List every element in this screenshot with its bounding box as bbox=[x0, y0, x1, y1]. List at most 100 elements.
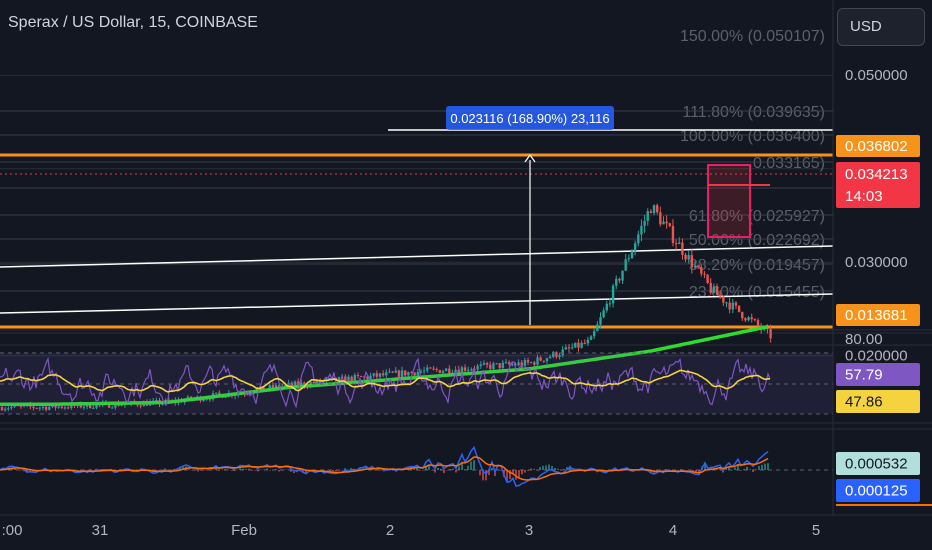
macd-histogram-bar bbox=[539, 467, 541, 470]
time-tick-label: Feb bbox=[231, 522, 257, 539]
candle-body bbox=[441, 371, 445, 374]
candle-body bbox=[586, 339, 590, 344]
macd-histogram-bar bbox=[230, 470, 232, 471]
macd-histogram-bar bbox=[455, 470, 457, 473]
macd-histogram-bar bbox=[440, 468, 442, 470]
currency-selector[interactable]: USD bbox=[837, 8, 925, 46]
macd-histogram-bar bbox=[686, 470, 688, 471]
candle-body bbox=[583, 342, 586, 344]
signal-line bbox=[0, 456, 769, 481]
macd-histogram-bar bbox=[446, 470, 448, 471]
macd-histogram-bar bbox=[335, 470, 337, 472]
macd-histogram-bar bbox=[755, 469, 757, 470]
macd-histogram-bar bbox=[500, 470, 502, 471]
macd-histogram-bar bbox=[563, 469, 565, 470]
candle-body bbox=[731, 302, 734, 310]
macd-histogram-bar bbox=[218, 470, 220, 471]
fib-level-label: 0.033165) bbox=[753, 155, 825, 172]
candle-body bbox=[498, 363, 501, 368]
macd-histogram-bar bbox=[677, 470, 679, 471]
time-tick-label: 31 bbox=[92, 522, 109, 539]
time-tick-label: 2 bbox=[386, 522, 394, 539]
candle-body bbox=[526, 360, 530, 363]
macd-histogram-bar bbox=[461, 461, 463, 470]
measure-label: 0.023116 (168.90%) 23,116 bbox=[450, 111, 609, 126]
macd-histogram-bar bbox=[161, 470, 163, 471]
candle-body bbox=[3, 408, 7, 411]
candle-body bbox=[438, 370, 442, 374]
macd-histogram-bar bbox=[521, 470, 523, 475]
candle-body bbox=[356, 375, 360, 377]
macd-histogram-bar bbox=[428, 464, 430, 470]
candle-body bbox=[284, 384, 287, 387]
candle-body bbox=[432, 368, 435, 370]
price-tick-label: 0.050000 bbox=[845, 67, 908, 84]
candle-body bbox=[312, 382, 316, 384]
macd-histogram-bar bbox=[422, 470, 424, 471]
rsi-panel bbox=[0, 352, 833, 415]
candle-body bbox=[681, 242, 684, 255]
candle-body bbox=[750, 317, 753, 320]
macd-histogram-bar bbox=[419, 470, 421, 471]
candle-body bbox=[35, 407, 38, 409]
candle-body bbox=[769, 329, 772, 339]
fib-level-label: 23.60% (0.015455) bbox=[689, 284, 825, 301]
macd-histogram-bar bbox=[497, 469, 499, 470]
macd-histogram-bar bbox=[326, 470, 328, 471]
macd-histogram-bar bbox=[758, 466, 760, 470]
macd-histogram-bar bbox=[434, 470, 436, 473]
macd-histogram-bar bbox=[260, 469, 262, 471]
macd-panel bbox=[0, 445, 833, 487]
macd-histogram-bar bbox=[380, 470, 382, 471]
macd-histogram-bar bbox=[341, 469, 343, 471]
candle-body bbox=[665, 221, 668, 224]
macd-histogram-bar bbox=[413, 468, 415, 470]
macd-histogram-bar bbox=[221, 469, 223, 470]
candle-body bbox=[202, 399, 205, 401]
macd-histogram-bar bbox=[410, 468, 412, 470]
macd-histogram-bar bbox=[254, 470, 256, 471]
macd-histogram-bar bbox=[662, 470, 664, 472]
candle-body bbox=[570, 347, 574, 349]
candle-body bbox=[615, 278, 618, 286]
macd-histogram-bar bbox=[269, 470, 271, 471]
candle-body bbox=[633, 243, 637, 252]
macd-histogram-bar bbox=[671, 470, 673, 471]
candle-body bbox=[737, 305, 741, 312]
candle-body bbox=[95, 404, 98, 408]
candle-body bbox=[426, 367, 429, 371]
fib-level-label: 61.80% (0.025927) bbox=[689, 208, 825, 225]
candle-body bbox=[523, 360, 527, 366]
macd-histogram-bar bbox=[665, 469, 667, 470]
candle-body bbox=[734, 302, 738, 306]
candle-body bbox=[54, 404, 57, 408]
candle-body bbox=[545, 358, 549, 362]
macd-histogram-bar bbox=[188, 468, 190, 470]
candle-body bbox=[640, 225, 643, 235]
macd-histogram-bar bbox=[236, 469, 238, 471]
fib-level-label: 100.00% (0.036400) bbox=[680, 128, 825, 145]
candle-body bbox=[416, 372, 419, 376]
candle-body bbox=[10, 406, 13, 409]
candle-body bbox=[618, 278, 621, 281]
candle-body bbox=[0, 407, 4, 411]
candle-body bbox=[662, 221, 665, 225]
candle-body bbox=[722, 296, 725, 303]
candle-body bbox=[114, 402, 117, 408]
measure-label-bg bbox=[446, 106, 614, 130]
macd-histogram-bar bbox=[179, 467, 181, 470]
candle-body bbox=[495, 363, 498, 365]
candle-body bbox=[293, 381, 297, 386]
macd-histogram-bar bbox=[14, 468, 16, 470]
candle-body bbox=[574, 342, 577, 348]
candle-body bbox=[394, 370, 397, 373]
macd-histogram-bar bbox=[719, 467, 721, 470]
candle-body bbox=[671, 225, 675, 243]
macd-histogram-bar bbox=[491, 467, 493, 470]
candle-body bbox=[630, 251, 634, 259]
chart-title: Sperax / US Dollar, 15, COINBASE bbox=[8, 14, 258, 31]
macd-histogram-bar bbox=[362, 467, 364, 470]
macd-histogram-bar bbox=[245, 469, 247, 470]
candle-body bbox=[388, 371, 391, 373]
